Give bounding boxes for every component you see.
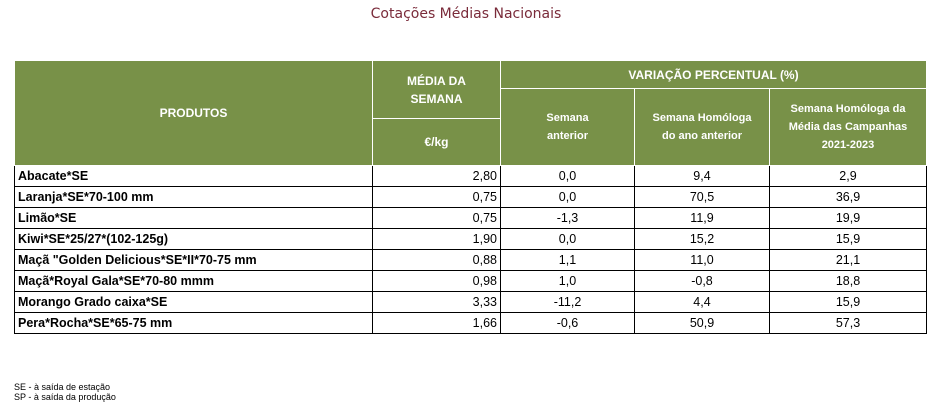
table-row: Kiwi*SE*25/27*(102-125g) 1,90 0,0 15,2 1… — [14, 228, 927, 250]
media-value: 0,75 — [372, 186, 501, 208]
homologa-media-value: 21,1 — [769, 249, 927, 271]
media-value: 0,88 — [372, 249, 501, 271]
homologa-ano-value: -0,8 — [634, 270, 770, 292]
product-name: Laranja*SE*70-100 mm — [14, 186, 373, 208]
product-name: Maçã*Royal Gala*SE*70-80 mmm — [14, 270, 373, 292]
homologa-media-value: 15,9 — [769, 291, 927, 313]
homologa-ano-value: 15,2 — [634, 228, 770, 250]
table-row: Abacate*SE 2,80 0,0 9,4 2,9 — [14, 165, 927, 187]
footnote-se: SE - à saída de estação — [14, 382, 111, 392]
semana-anterior-value: -11,2 — [500, 291, 635, 313]
header-semana-homologa-ano: Semana Homóloga do ano anterior — [634, 88, 770, 166]
media-value: 2,80 — [372, 165, 501, 187]
homologa-ano-value: 4,4 — [634, 291, 770, 313]
homologa-ano-value: 50,9 — [634, 312, 770, 334]
homologa-media-value: 18,8 — [769, 270, 927, 292]
header-media: MÉDIA DA SEMANA — [372, 60, 501, 119]
table-row: Pera*Rocha*SE*65-75 mm 1,66 -0,6 50,9 57… — [14, 312, 927, 334]
media-value: 0,75 — [372, 207, 501, 229]
homologa-media-value: 57,3 — [769, 312, 927, 334]
table-row: Maçã*Royal Gala*SE*70-80 mmm 0,98 1,0 -0… — [14, 270, 927, 292]
homologa-ano-value: 9,4 — [634, 165, 770, 187]
header-produtos: PRODUTOS — [14, 60, 373, 166]
media-value: 1,66 — [372, 312, 501, 334]
media-value: 1,90 — [372, 228, 501, 250]
header-semana-homologa-media: Semana Homóloga da Média das Campanhas 2… — [769, 88, 927, 166]
semana-anterior-value: 0,0 — [500, 165, 635, 187]
header-semana-anterior: Semana anterior — [500, 88, 635, 166]
prices-table: PRODUTOS MÉDIA DA SEMANA VARIAÇÃO PERCEN… — [14, 60, 927, 334]
semana-anterior-value: 1,1 — [500, 249, 635, 271]
semana-anterior-value: 0,0 — [500, 186, 635, 208]
homologa-media-value: 36,9 — [769, 186, 927, 208]
table-row: Laranja*SE*70-100 mm 0,75 0,0 70,5 36,9 — [14, 186, 927, 208]
media-value: 3,33 — [372, 291, 501, 313]
table-row: Limão*SE 0,75 -1,3 11,9 19,9 — [14, 207, 927, 229]
homologa-ano-value: 11,0 — [634, 249, 770, 271]
page-title: Cotações Médias Nacionais — [370, 6, 562, 22]
product-name: Kiwi*SE*25/27*(102-125g) — [14, 228, 373, 250]
table-row: Maçã "Golden Delicious*SE*II*70-75 mm 0,… — [14, 249, 927, 271]
homologa-media-value: 19,9 — [769, 207, 927, 229]
homologa-ano-value: 11,9 — [634, 207, 770, 229]
semana-anterior-value: 1,0 — [500, 270, 635, 292]
product-name: Maçã "Golden Delicious*SE*II*70-75 mm — [14, 249, 373, 271]
product-name: Abacate*SE — [14, 165, 373, 187]
homologa-media-value: 15,9 — [769, 228, 927, 250]
table-row: Morango Grado caixa*SE 3,33 -11,2 4,4 15… — [14, 291, 927, 313]
semana-anterior-value: -1,3 — [500, 207, 635, 229]
homologa-ano-value: 70,5 — [634, 186, 770, 208]
footnotes: SE - à saída de estação SP - à saída da … — [14, 382, 116, 402]
header-unit: €/kg — [372, 118, 501, 166]
product-name: Pera*Rocha*SE*65-75 mm — [14, 312, 373, 334]
semana-anterior-value: -0,6 — [500, 312, 635, 334]
product-name: Limão*SE — [14, 207, 373, 229]
semana-anterior-value: 0,0 — [500, 228, 635, 250]
homologa-media-value: 2,9 — [769, 165, 927, 187]
footnote-sp: SP - à saída da produção — [14, 392, 116, 402]
header-variacao: VARIAÇÃO PERCENTUAL (%) — [500, 60, 927, 89]
media-value: 0,98 — [372, 270, 501, 292]
product-name: Morango Grado caixa*SE — [14, 291, 373, 313]
